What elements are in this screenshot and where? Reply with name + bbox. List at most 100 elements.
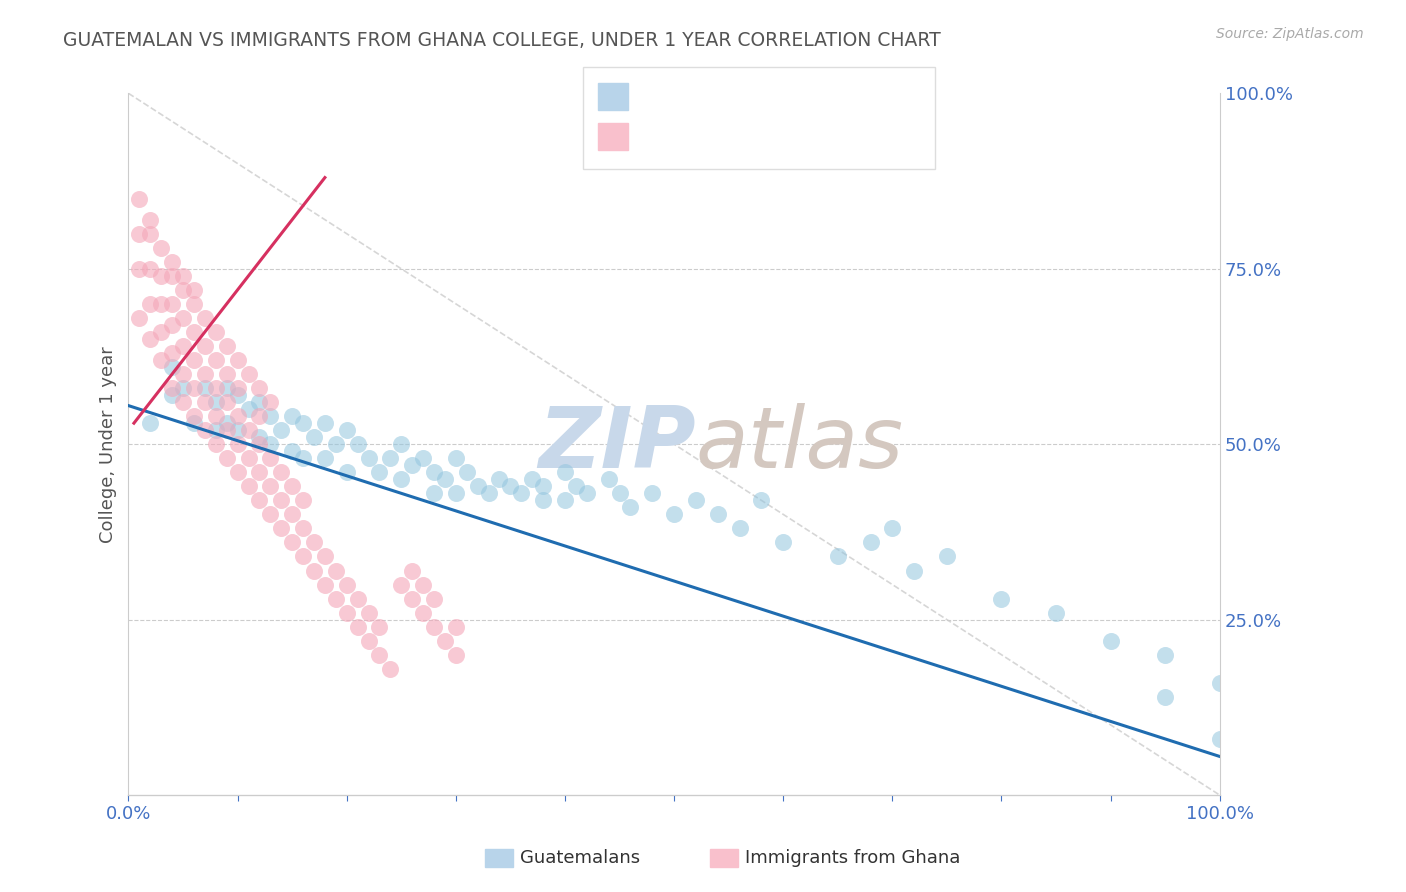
Point — [325, 437, 347, 451]
Point — [346, 620, 368, 634]
Point — [772, 535, 794, 549]
Point — [183, 353, 205, 368]
Point — [389, 437, 412, 451]
Point — [336, 606, 359, 620]
Point — [226, 437, 249, 451]
Point — [160, 388, 183, 402]
Point — [336, 423, 359, 437]
Point — [292, 416, 315, 430]
Point — [259, 479, 281, 493]
Point — [368, 648, 391, 662]
Point — [389, 577, 412, 591]
Point — [368, 465, 391, 479]
Point — [325, 591, 347, 606]
Point — [139, 416, 162, 430]
Point — [139, 212, 162, 227]
Point — [238, 402, 260, 417]
Point — [183, 409, 205, 424]
Point — [204, 395, 226, 409]
Point — [302, 535, 325, 549]
Point — [357, 451, 380, 466]
Point — [160, 297, 183, 311]
Point — [226, 388, 249, 402]
Point — [249, 465, 271, 479]
Point — [565, 479, 588, 493]
Point — [215, 416, 238, 430]
Point — [270, 423, 292, 437]
Point — [172, 395, 194, 409]
Text: 0.330: 0.330 — [689, 127, 745, 145]
Point — [598, 472, 620, 486]
Point — [903, 564, 925, 578]
Point — [281, 409, 304, 424]
Point — [226, 381, 249, 395]
Point — [139, 297, 162, 311]
Text: Source: ZipAtlas.com: Source: ZipAtlas.com — [1216, 27, 1364, 41]
Point — [204, 353, 226, 368]
Point — [259, 409, 281, 424]
Point — [249, 430, 271, 444]
Point — [139, 261, 162, 276]
Point — [249, 437, 271, 451]
Text: -0.669: -0.669 — [689, 87, 754, 104]
Point — [401, 591, 423, 606]
Point — [706, 508, 728, 522]
Point — [380, 451, 402, 466]
Text: N =: N = — [773, 87, 813, 104]
Point — [150, 241, 173, 255]
Point — [292, 493, 315, 508]
Point — [150, 325, 173, 339]
Point — [325, 564, 347, 578]
Point — [401, 458, 423, 473]
Point — [172, 367, 194, 381]
Point — [444, 620, 467, 634]
Point — [194, 339, 217, 353]
Point — [433, 472, 456, 486]
Point — [522, 472, 544, 486]
Point — [314, 451, 336, 466]
Point — [641, 486, 664, 500]
Point — [609, 486, 631, 500]
Point — [456, 465, 478, 479]
Point — [215, 339, 238, 353]
Point — [1209, 675, 1232, 690]
Point — [238, 367, 260, 381]
Point — [249, 493, 271, 508]
Point — [444, 486, 467, 500]
Point — [204, 437, 226, 451]
Point — [139, 332, 162, 346]
Point — [281, 479, 304, 493]
Point — [226, 465, 249, 479]
Point — [1154, 690, 1177, 704]
Text: atlas: atlas — [696, 402, 904, 486]
Point — [183, 325, 205, 339]
Point — [249, 395, 271, 409]
Point — [172, 283, 194, 297]
Point — [499, 479, 522, 493]
Point — [204, 409, 226, 424]
Point — [444, 648, 467, 662]
Point — [194, 367, 217, 381]
Point — [423, 620, 446, 634]
Point — [336, 577, 359, 591]
Point — [302, 430, 325, 444]
Point — [685, 493, 707, 508]
Point — [380, 662, 402, 676]
Point — [226, 353, 249, 368]
Point — [346, 591, 368, 606]
Point — [194, 381, 217, 395]
Point — [172, 268, 194, 283]
Point — [444, 451, 467, 466]
Point — [292, 521, 315, 535]
Point — [204, 325, 226, 339]
Point — [270, 465, 292, 479]
Text: GUATEMALAN VS IMMIGRANTS FROM GHANA COLLEGE, UNDER 1 YEAR CORRELATION CHART: GUATEMALAN VS IMMIGRANTS FROM GHANA COLL… — [63, 31, 941, 50]
Point — [412, 577, 434, 591]
Point — [238, 479, 260, 493]
Point — [215, 381, 238, 395]
Point — [827, 549, 849, 564]
Point — [128, 227, 150, 241]
Point — [292, 549, 315, 564]
Point — [183, 297, 205, 311]
Point — [128, 261, 150, 276]
